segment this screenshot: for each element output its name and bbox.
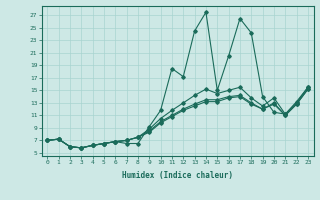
X-axis label: Humidex (Indice chaleur): Humidex (Indice chaleur) [122,171,233,180]
